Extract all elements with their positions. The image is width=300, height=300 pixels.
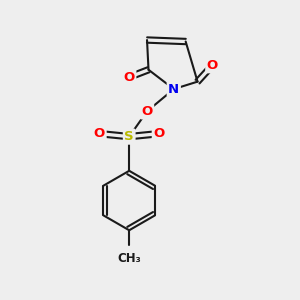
Text: N: N <box>168 82 179 96</box>
Text: O: O <box>141 105 153 118</box>
Text: O: O <box>124 71 135 84</box>
Text: O: O <box>94 127 105 140</box>
Text: O: O <box>207 59 218 72</box>
Text: CH₃: CH₃ <box>117 252 141 265</box>
Text: S: S <box>124 130 134 143</box>
Text: O: O <box>153 127 164 140</box>
